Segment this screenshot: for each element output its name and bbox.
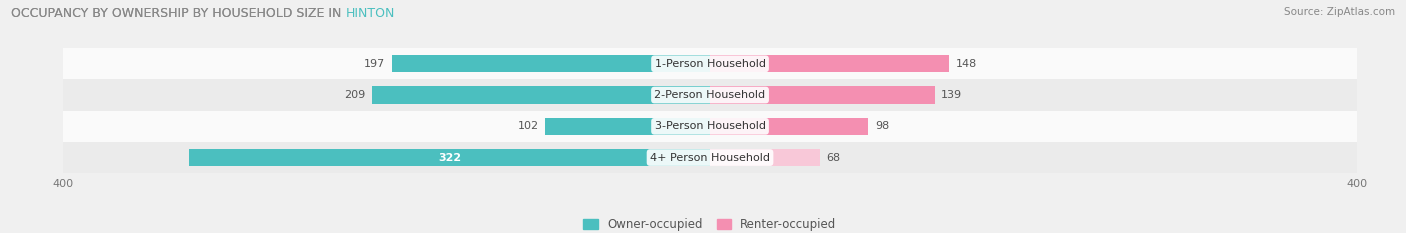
Text: OCCUPANCY BY OWNERSHIP BY HOUSEHOLD SIZE IN: OCCUPANCY BY OWNERSHIP BY HOUSEHOLD SIZE… [11,7,346,20]
Text: 2-Person Household: 2-Person Household [654,90,766,100]
Bar [710,55,949,72]
Legend: Owner-occupied, Renter-occupied: Owner-occupied, Renter-occupied [579,213,841,233]
Bar [710,149,820,166]
Text: OCCUPANCY BY OWNERSHIP BY HOUSEHOLD SIZE IN: OCCUPANCY BY OWNERSHIP BY HOUSEHOLD SIZE… [11,7,346,20]
Text: 4+ Person Household: 4+ Person Household [650,153,770,163]
Bar [63,79,1357,111]
Bar [710,86,935,104]
Bar [63,111,1357,142]
Text: Source: ZipAtlas.com: Source: ZipAtlas.com [1284,7,1395,17]
Bar [546,118,710,135]
Text: 98: 98 [875,121,889,131]
Text: 322: 322 [439,153,461,163]
Bar [710,118,869,135]
Bar [63,48,1357,79]
Text: 197: 197 [364,59,385,69]
Text: 102: 102 [517,121,538,131]
Bar [190,149,710,166]
Bar [391,55,710,72]
Text: HINTON: HINTON [346,7,395,20]
Text: 1-Person Household: 1-Person Household [655,59,765,69]
Text: 3-Person Household: 3-Person Household [655,121,765,131]
Bar [63,142,1357,173]
Bar [373,86,710,104]
Text: 148: 148 [956,59,977,69]
Text: 209: 209 [344,90,366,100]
Text: 68: 68 [827,153,841,163]
Text: 139: 139 [941,90,962,100]
